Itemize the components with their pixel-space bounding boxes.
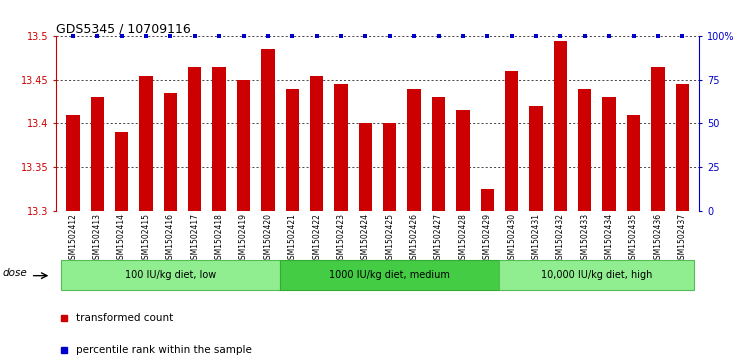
Bar [651, 67, 664, 211]
Bar [676, 84, 689, 211]
Text: GSM1502422: GSM1502422 [312, 213, 321, 264]
Text: GSM1502416: GSM1502416 [166, 213, 175, 264]
Bar [213, 67, 226, 211]
Bar [334, 84, 347, 211]
Text: GSM1502419: GSM1502419 [239, 213, 248, 264]
Bar [529, 106, 542, 211]
Bar [408, 89, 421, 211]
Bar [481, 189, 494, 211]
Text: GSM1502415: GSM1502415 [141, 213, 150, 264]
Text: GSM1502428: GSM1502428 [458, 213, 467, 264]
Bar [91, 97, 104, 211]
Bar [310, 76, 324, 211]
Text: dose: dose [3, 268, 28, 278]
Bar [383, 123, 397, 211]
Bar [286, 89, 299, 211]
Text: GSM1502425: GSM1502425 [385, 213, 394, 264]
Text: GSM1502435: GSM1502435 [629, 213, 638, 264]
Text: GSM1502436: GSM1502436 [653, 213, 662, 264]
Text: GSM1502412: GSM1502412 [68, 213, 77, 264]
Text: GSM1502427: GSM1502427 [434, 213, 443, 264]
Text: GSM1502434: GSM1502434 [605, 213, 614, 264]
Bar [139, 76, 153, 211]
Text: GSM1502421: GSM1502421 [288, 213, 297, 264]
FancyBboxPatch shape [61, 260, 280, 290]
FancyBboxPatch shape [499, 260, 694, 290]
Text: GSM1502423: GSM1502423 [336, 213, 345, 264]
Bar [237, 80, 250, 211]
Bar [359, 123, 372, 211]
Bar [554, 41, 567, 211]
Text: percentile rank within the sample: percentile rank within the sample [77, 346, 252, 355]
Text: GSM1502414: GSM1502414 [117, 213, 126, 264]
Bar [456, 110, 469, 211]
Text: GSM1502431: GSM1502431 [531, 213, 541, 264]
Text: GSM1502432: GSM1502432 [556, 213, 565, 264]
Text: GSM1502437: GSM1502437 [678, 213, 687, 264]
Text: GSM1502433: GSM1502433 [580, 213, 589, 264]
Text: GSM1502429: GSM1502429 [483, 213, 492, 264]
Bar [188, 67, 202, 211]
Bar [164, 93, 177, 211]
Text: GSM1502413: GSM1502413 [93, 213, 102, 264]
Text: 1000 IU/kg diet, medium: 1000 IU/kg diet, medium [330, 270, 450, 280]
Bar [66, 115, 80, 211]
Bar [115, 132, 128, 211]
Text: GSM1502430: GSM1502430 [507, 213, 516, 264]
Text: transformed count: transformed count [77, 313, 173, 323]
Bar [603, 97, 616, 211]
Text: GSM1502424: GSM1502424 [361, 213, 370, 264]
Text: 10,000 IU/kg diet, high: 10,000 IU/kg diet, high [542, 270, 652, 280]
Bar [505, 71, 519, 211]
Text: GSM1502420: GSM1502420 [263, 213, 272, 264]
Text: GSM1502417: GSM1502417 [190, 213, 199, 264]
Bar [261, 49, 275, 211]
Text: GSM1502418: GSM1502418 [214, 213, 224, 264]
Bar [627, 115, 641, 211]
FancyBboxPatch shape [280, 260, 499, 290]
Bar [578, 89, 591, 211]
Text: 100 IU/kg diet, low: 100 IU/kg diet, low [125, 270, 216, 280]
Text: GDS5345 / 10709116: GDS5345 / 10709116 [56, 22, 190, 35]
Bar [432, 97, 445, 211]
Text: GSM1502426: GSM1502426 [410, 213, 419, 264]
